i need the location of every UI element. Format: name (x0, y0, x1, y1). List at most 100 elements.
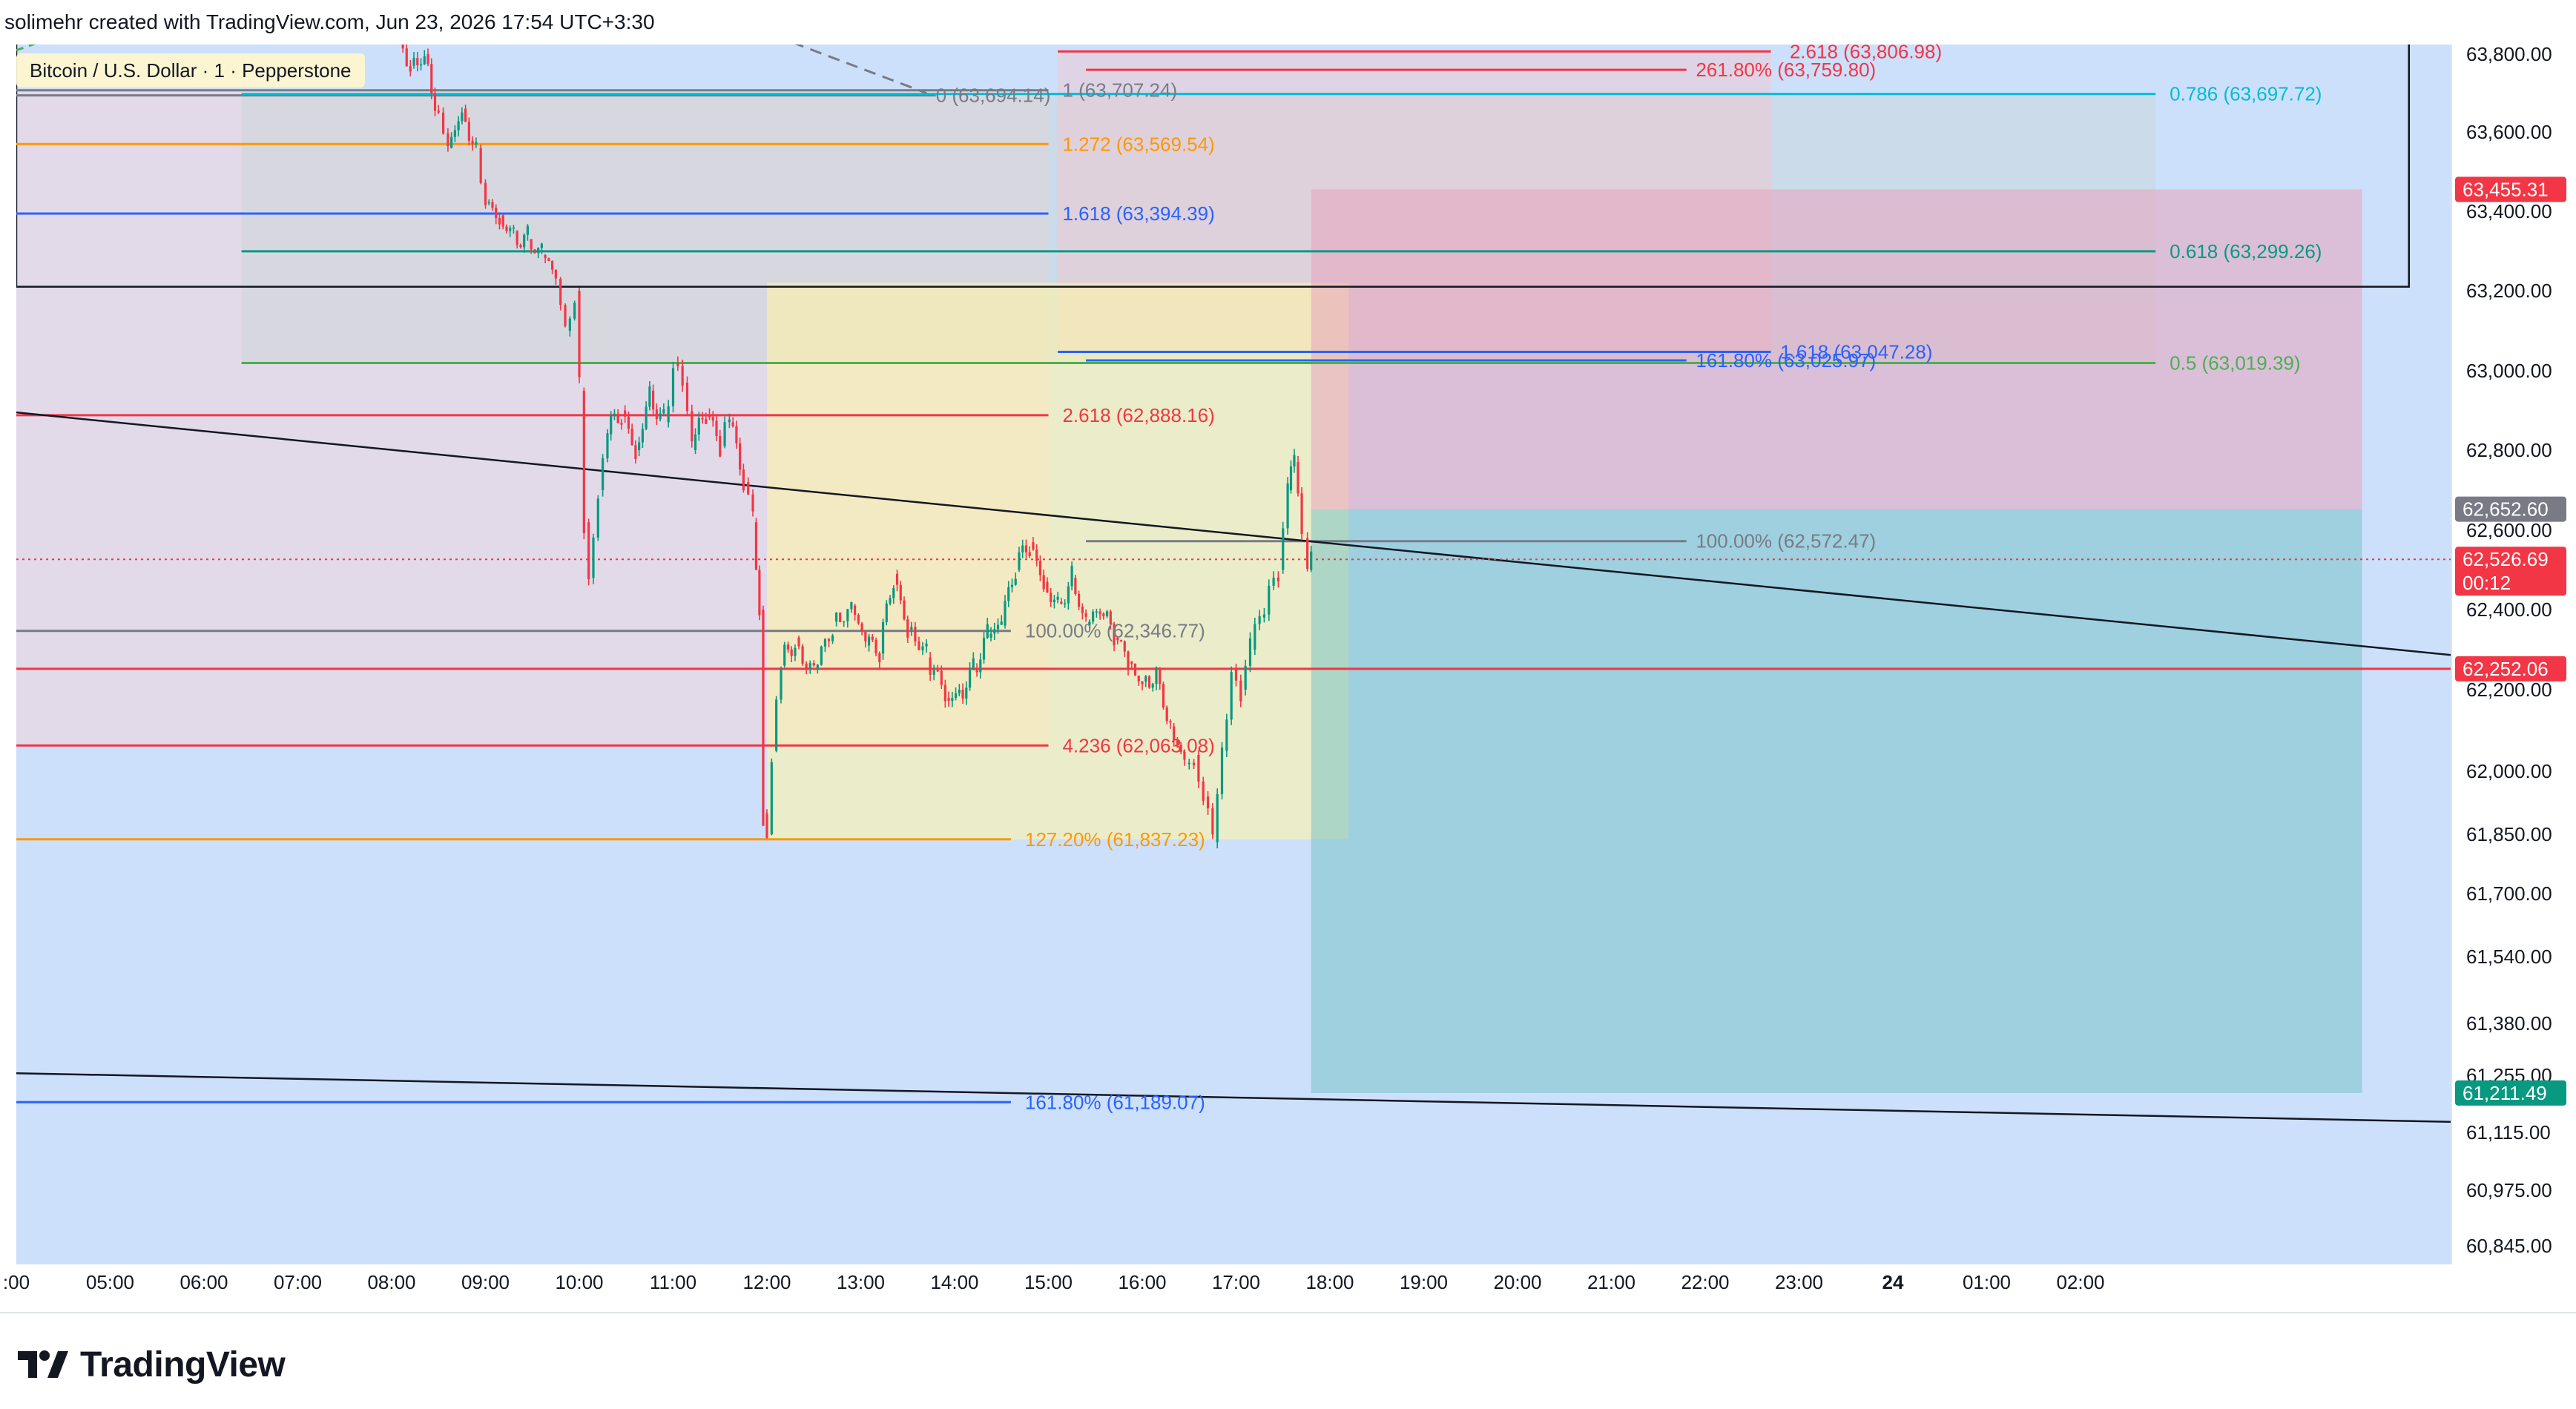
y-tick-label: 62,200.00 (2466, 679, 2552, 701)
y-tick-label: 61,380.00 (2466, 1012, 2552, 1035)
candle-body (820, 646, 823, 665)
candle-body (1151, 684, 1154, 688)
candle-body (878, 653, 881, 662)
x-tick-label: 14:00 (930, 1271, 978, 1293)
candle-body (794, 647, 797, 656)
candle-body (606, 433, 609, 459)
x-tick-label: 10:00 (555, 1271, 603, 1293)
candle-body (467, 122, 470, 141)
level-label-15: 4.236 (62,063.08) (1062, 734, 1214, 756)
candle-body (1084, 613, 1087, 617)
candle-body (1187, 762, 1190, 765)
x-tick-label: 16:00 (1118, 1271, 1166, 1293)
candle-body (540, 243, 543, 248)
y-tick-label: 61,540.00 (2466, 946, 2552, 968)
candle-body (1004, 601, 1007, 626)
y-axis-ticks: 63,800.00 63,600.00 63,400.00 63,200.00 63,0… (2466, 43, 2552, 1257)
x-tick-label: 24 (1882, 1271, 1904, 1293)
candle-body (758, 570, 761, 616)
candle-body (751, 494, 754, 512)
candle-body (947, 698, 950, 702)
y-tick-label: 63,200.00 (2466, 280, 2552, 302)
candle-body (889, 598, 892, 604)
candle-body (547, 258, 550, 261)
candle-body (662, 409, 665, 414)
candle-body (1176, 740, 1179, 745)
price-badge-label: 62,652.60 (2463, 498, 2549, 521)
candle-body (770, 762, 773, 834)
candle-body (989, 633, 992, 638)
candle-body (775, 699, 778, 751)
candle-body (648, 386, 651, 407)
candle-body (1220, 748, 1224, 794)
candle-body (582, 390, 585, 533)
zone-5 (1311, 189, 2362, 509)
candle-body (509, 228, 512, 231)
candle-body (592, 537, 595, 578)
level-label-12: 100.00% (62,572.47) (1696, 530, 1876, 552)
x-tick-label: 22:00 (1681, 1271, 1729, 1293)
candle-body (551, 260, 554, 270)
price-badge-3: 62,252.06 (2455, 656, 2566, 682)
level-label-8: 1.618 (63,047.28) (1780, 340, 1932, 363)
attribution-text: solimehr created with TradingView.com, J… (4, 10, 655, 33)
candle-body (1102, 613, 1105, 616)
y-tick-label: 63,600.00 (2466, 121, 2552, 143)
candle-body (993, 629, 996, 634)
candle-body (685, 383, 689, 412)
candle-body (655, 409, 658, 420)
symbol-label[interactable]: Bitcoin / U.S. Dollar · 1 · Pepperstone (16, 53, 365, 88)
candle-body (871, 636, 874, 640)
candle-body (831, 635, 834, 641)
candle-body (1144, 676, 1147, 682)
candle-body (918, 641, 920, 650)
candle-body (835, 613, 838, 622)
candle-body (1289, 466, 1293, 490)
candle-body (475, 142, 478, 145)
candle-body (512, 227, 515, 229)
candle-body (864, 631, 867, 641)
candle-body (723, 422, 726, 446)
candle-body (805, 663, 808, 669)
candle-body (1183, 752, 1186, 760)
candle-body (940, 670, 943, 685)
candle-body (491, 202, 494, 208)
candle-body (932, 670, 935, 675)
candle-body (630, 429, 633, 446)
candle-body (641, 429, 644, 443)
candle-body (885, 603, 888, 622)
candle-body (659, 413, 662, 420)
candle-body (681, 366, 684, 386)
candle-body (495, 208, 498, 218)
candle-body (816, 664, 819, 670)
candle-body (860, 623, 863, 632)
candle-body (624, 410, 627, 417)
price-badge-1: 62,652.60 (2455, 496, 2566, 522)
candle-body (910, 627, 913, 630)
candle-body (1014, 578, 1017, 585)
candle-body (1306, 538, 1309, 570)
y-tick-label: 62,400.00 (2466, 598, 2552, 621)
candle-body (1088, 621, 1091, 626)
candle-body (1192, 762, 1196, 765)
level-label-9: 161.80% (63,025.97) (1696, 349, 1876, 372)
y-tick-label: 62,800.00 (2466, 439, 2552, 461)
candle-body (1268, 585, 1271, 615)
candle-body (1262, 614, 1266, 618)
x-tick-label: 11:00 (650, 1271, 696, 1293)
x-tick-label: 17:00 (1212, 1271, 1260, 1293)
candle-body (1021, 545, 1024, 552)
candle-body (1060, 601, 1063, 604)
candle-body (961, 690, 964, 699)
candle-body (568, 318, 571, 331)
candle-body (857, 615, 860, 624)
candle-body (1310, 551, 1313, 570)
candle-body (1248, 638, 1252, 667)
candle-body (1000, 621, 1003, 625)
candle-body (731, 422, 734, 426)
candle-body (634, 445, 637, 459)
candle-body (1147, 676, 1151, 688)
tradingview-logo[interactable]: TradingView (18, 1342, 286, 1387)
